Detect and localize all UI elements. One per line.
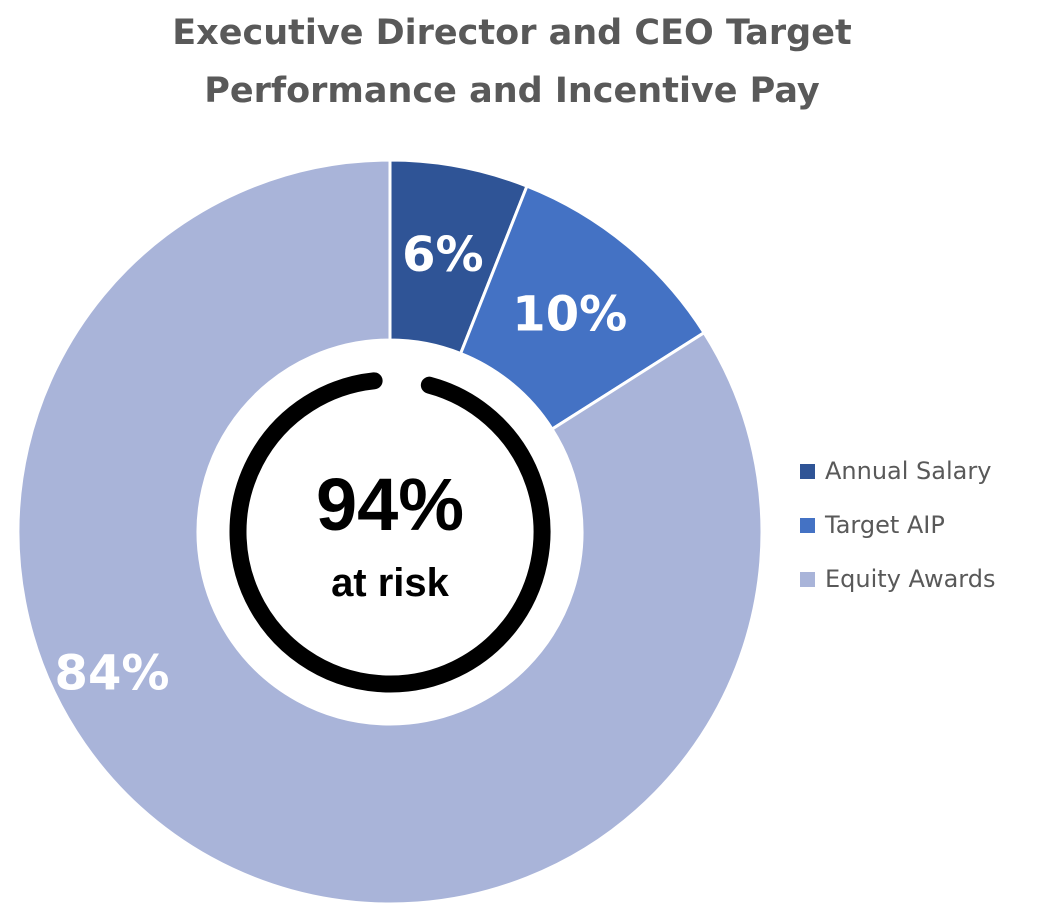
legend: Annual Salary Target AIP Equity Awards [800,444,995,606]
legend-item-annual-salary: Annual Salary [800,444,995,498]
legend-swatch-target-aip [800,517,815,533]
chart-title-line-1: Executive Director and CEO Target [172,13,852,53]
data-label-annual-salary: 6% [402,227,484,283]
chart-title-line-2: Performance and Incentive Pay [204,71,820,111]
donut-slice-labels: 6% 10% 84% [55,227,628,702]
chart-title: Executive Director and CEO Target Perfor… [0,4,1024,120]
legend-label-annual-salary: Annual Salary [825,457,992,485]
legend-swatch-equity-awards [800,571,815,587]
legend-item-equity-awards: Equity Awards [800,552,995,606]
legend-item-target-aip: Target AIP [800,498,995,552]
data-label-equity-awards: 84% [55,646,170,702]
data-label-target-aip: 10% [512,287,627,343]
at-risk-ring [229,372,551,693]
at-risk-value: 94% [316,463,464,546]
at-risk-caption: at risk [331,561,450,605]
center-annotation: 94% at risk [229,372,551,693]
slice-equity-awards [16,158,764,906]
donut-slices [16,158,764,906]
legend-label-equity-awards: Equity Awards [825,565,996,593]
legend-label-target-aip: Target AIP [825,511,945,539]
legend-swatch-annual-salary [800,463,815,479]
